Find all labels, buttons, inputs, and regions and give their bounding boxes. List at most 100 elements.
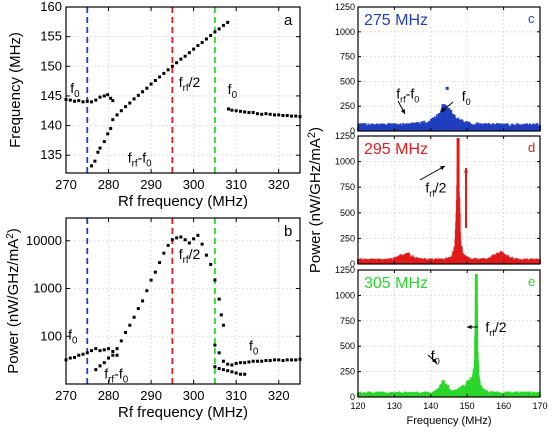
point [111, 118, 115, 122]
y-tick-label: 1000 [335, 157, 355, 167]
axes-layer [65, 6, 541, 398]
point [196, 44, 200, 48]
panel-d-frame [357, 135, 541, 265]
point [170, 238, 174, 242]
y-tick-label: 1000 [335, 290, 355, 300]
y-tick-label: 1250 [335, 2, 355, 12]
y-tick-label: 500 [340, 341, 355, 351]
point [115, 347, 119, 351]
point [226, 20, 230, 24]
annotation-label: f0 [431, 347, 440, 366]
x-tick-label: 300 [183, 177, 205, 192]
point [289, 358, 293, 362]
point [166, 243, 170, 247]
shared-y-axis-label: Power (nW/GHz/mA2) [306, 127, 324, 273]
point [272, 113, 276, 117]
point [213, 30, 217, 34]
point [277, 358, 281, 362]
y-tick-label: 0 [350, 126, 355, 136]
point [247, 111, 251, 115]
arrow-frf2-d-head [440, 166, 445, 171]
point [107, 356, 111, 360]
x-axis-label: Rf frequency (MHz) [118, 404, 248, 421]
data-layer [64, 7, 541, 397]
y-tick-label: 160 [40, 0, 62, 14]
point [85, 351, 89, 355]
point [132, 315, 136, 319]
panel-label-b: b [284, 223, 292, 240]
panel-label-e: e [528, 274, 535, 289]
point [238, 372, 242, 376]
x-tick-label: 270 [55, 177, 77, 192]
point [230, 108, 234, 112]
point [285, 113, 289, 117]
y-tick-label: 250 [340, 101, 355, 111]
point [213, 365, 217, 369]
y-tick-label: 0 [350, 259, 355, 269]
point [234, 109, 238, 113]
point [145, 86, 149, 90]
point [294, 358, 298, 362]
peak-spike [474, 274, 478, 397]
point [94, 368, 98, 372]
arrow-frf2-d [419, 165, 446, 181]
annotation-label: frf/2 [179, 246, 201, 266]
point [179, 235, 183, 239]
arrow-frf-f0-c-head [400, 109, 405, 114]
point [141, 299, 145, 303]
text-layer: 270 280 290 300 310 320 135 140 145 150 155 160 Rf f… [5, 0, 548, 427]
outlier-point [445, 86, 449, 90]
point [209, 33, 213, 37]
point [96, 150, 100, 154]
peak-spike [456, 138, 460, 264]
point [111, 349, 115, 353]
point [149, 82, 153, 86]
point [187, 241, 191, 245]
annotation-label: f0 [70, 80, 80, 100]
point [200, 41, 204, 45]
point [162, 251, 166, 255]
annotation-label: f0 [249, 338, 259, 358]
point [102, 140, 106, 144]
point [175, 236, 179, 240]
y-tick-label: 500 [340, 208, 355, 218]
point [230, 370, 234, 374]
panel-title-e: 305 MHz [364, 275, 428, 292]
point [221, 323, 225, 327]
point [260, 112, 264, 116]
annotation-label: frf-f0 [396, 85, 419, 104]
point [90, 349, 94, 353]
point [226, 362, 230, 366]
x-tick-label: 320 [268, 388, 290, 403]
point [124, 330, 128, 334]
x-axis-label: Frequency (MHz) [407, 415, 492, 427]
x-tick-label: 140 [423, 401, 438, 411]
point [128, 101, 132, 105]
annotation-label: f0 [462, 88, 471, 107]
y-tick-label: 1000 [33, 281, 62, 296]
point [213, 343, 217, 347]
y-tick-label: 750 [340, 52, 355, 62]
y-tick-label: 250 [340, 233, 355, 243]
point [234, 371, 238, 375]
y-tick-label: 750 [340, 182, 355, 192]
x-tick-label: 310 [225, 177, 247, 192]
point [227, 107, 231, 111]
point [68, 98, 72, 102]
point [238, 109, 242, 113]
y-tick-label: 100 [40, 328, 62, 343]
point [230, 363, 234, 367]
point [115, 353, 119, 357]
point [213, 278, 217, 282]
point [98, 364, 102, 368]
x-tick-label: 160 [496, 401, 511, 411]
point [179, 57, 183, 61]
point [243, 372, 247, 376]
point [251, 359, 255, 363]
point [158, 75, 162, 79]
x-tick-label: 310 [225, 388, 247, 403]
point [251, 111, 255, 115]
point [217, 367, 221, 371]
y-tick-label: 1000 [335, 27, 355, 37]
point [73, 355, 77, 359]
